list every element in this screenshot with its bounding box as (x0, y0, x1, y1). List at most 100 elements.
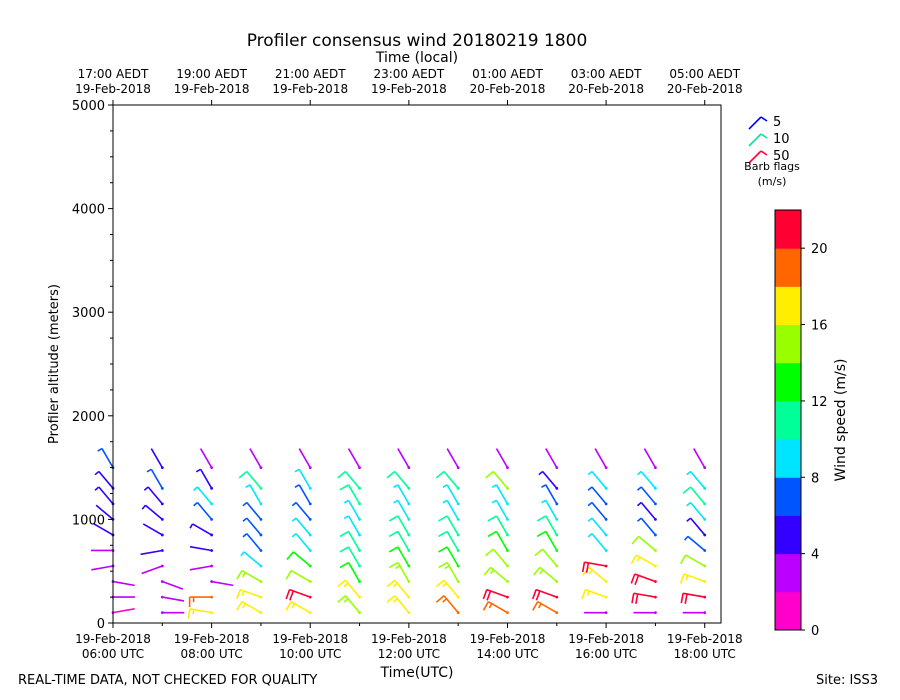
wind-barb (294, 468, 312, 490)
barb-shaft (545, 499, 558, 520)
barb-shaft (591, 486, 607, 505)
wind-barb (193, 501, 214, 521)
barb-flag (388, 561, 399, 569)
colorbar-tick-label: 0 (811, 624, 819, 639)
barb-flag (684, 593, 688, 604)
barb-shaft (246, 502, 262, 520)
x-tick-date: 19-Feb-2018 (272, 632, 348, 646)
colorbar-segment (775, 515, 801, 555)
wind-barbs (91, 447, 707, 619)
wind-barb (238, 470, 263, 490)
wind-barb (693, 448, 707, 469)
barb-flag (636, 556, 641, 562)
wind-barb (587, 470, 608, 490)
barb-flag (536, 530, 547, 538)
barb-base (604, 518, 608, 521)
barb-shaft (292, 551, 311, 567)
wind-barb (397, 448, 411, 469)
wind-barb (189, 564, 214, 571)
barb-flag (487, 530, 497, 538)
barb-base (308, 486, 312, 490)
barb-shaft (689, 502, 706, 520)
barb-flag (587, 517, 593, 522)
top-tick-time: 23:00 AEDT (373, 67, 444, 81)
barb-flag (438, 561, 448, 569)
barb-shaft (446, 531, 459, 551)
barb-flag (193, 486, 198, 491)
barb-base (456, 486, 460, 490)
wind-barb (337, 595, 361, 615)
barb-base (210, 564, 214, 568)
barb-flag (236, 589, 242, 600)
barb-base (604, 595, 608, 599)
barb-base (555, 595, 559, 599)
wind-barb (587, 486, 608, 506)
barb-base (654, 549, 657, 552)
barb-legend-label: 50 (773, 149, 790, 164)
barb-base (259, 611, 263, 615)
wind-barb (210, 580, 234, 587)
colorbar-segment (775, 286, 801, 326)
barb-shaft (347, 499, 361, 520)
barb-shaft (249, 448, 262, 469)
barb-shaft (545, 484, 558, 505)
wind-barb (242, 501, 263, 521)
barb-base (506, 549, 509, 552)
barb-base (703, 518, 707, 521)
barb-base (358, 595, 361, 599)
barb-flag (339, 484, 349, 491)
barb-base (703, 533, 707, 537)
barb-shaft (640, 486, 657, 505)
barb-shaft (687, 535, 706, 552)
barb-base (703, 466, 707, 469)
top-tick-date: 20-Feb-2018 (667, 82, 743, 96)
barb-shaft (144, 504, 163, 521)
wind-barb (584, 611, 608, 615)
barb-legend-unit: (m/s) (758, 175, 787, 188)
wind-barb (636, 501, 657, 521)
wind-barb (438, 515, 460, 537)
barb-shaft (591, 533, 607, 551)
barb-flag (392, 598, 398, 603)
wind-barb (631, 535, 657, 552)
barb-base (555, 611, 559, 615)
y-tick-label: 2000 (72, 410, 105, 425)
barb-flag (442, 598, 448, 603)
barb-base (456, 502, 460, 506)
y-tick-label: 0 (97, 617, 105, 632)
wind-barb (343, 499, 361, 521)
colorbar-segment (775, 324, 801, 364)
barb-flag (686, 517, 692, 522)
barb-base (555, 533, 559, 537)
barb-flag (482, 589, 488, 600)
barb-shaft (150, 448, 164, 469)
barb-flag (195, 468, 202, 473)
legend-barb-flag (760, 116, 768, 122)
barb-base (407, 486, 411, 490)
barb-shaft (643, 448, 657, 469)
barb-flag (291, 501, 297, 507)
barb-flag (343, 515, 349, 520)
wind-barb (581, 561, 608, 573)
barb-base (358, 486, 361, 490)
barb-shaft (446, 484, 459, 505)
x-tick-time: 18:00 UTC (674, 647, 736, 661)
barb-base (259, 486, 263, 490)
x-tick-date: 19-Feb-2018 (371, 632, 447, 646)
wind-barb (386, 579, 411, 599)
wind-barb (298, 448, 312, 469)
barb-base (259, 518, 263, 521)
barb-flag (485, 548, 494, 557)
barb-base (456, 518, 460, 521)
wind-barb (442, 484, 460, 506)
wind-barb (189, 523, 214, 537)
barb-flag (337, 470, 346, 479)
wind-barb (160, 580, 184, 590)
wind-barb (442, 499, 460, 521)
barb-shaft (397, 531, 410, 551)
wind-barb (536, 515, 559, 537)
colorbar-label: Wind speed (m/s) (833, 359, 849, 482)
wind-barb (682, 486, 707, 506)
x-tick-date: 19-Feb-2018 (75, 632, 151, 646)
